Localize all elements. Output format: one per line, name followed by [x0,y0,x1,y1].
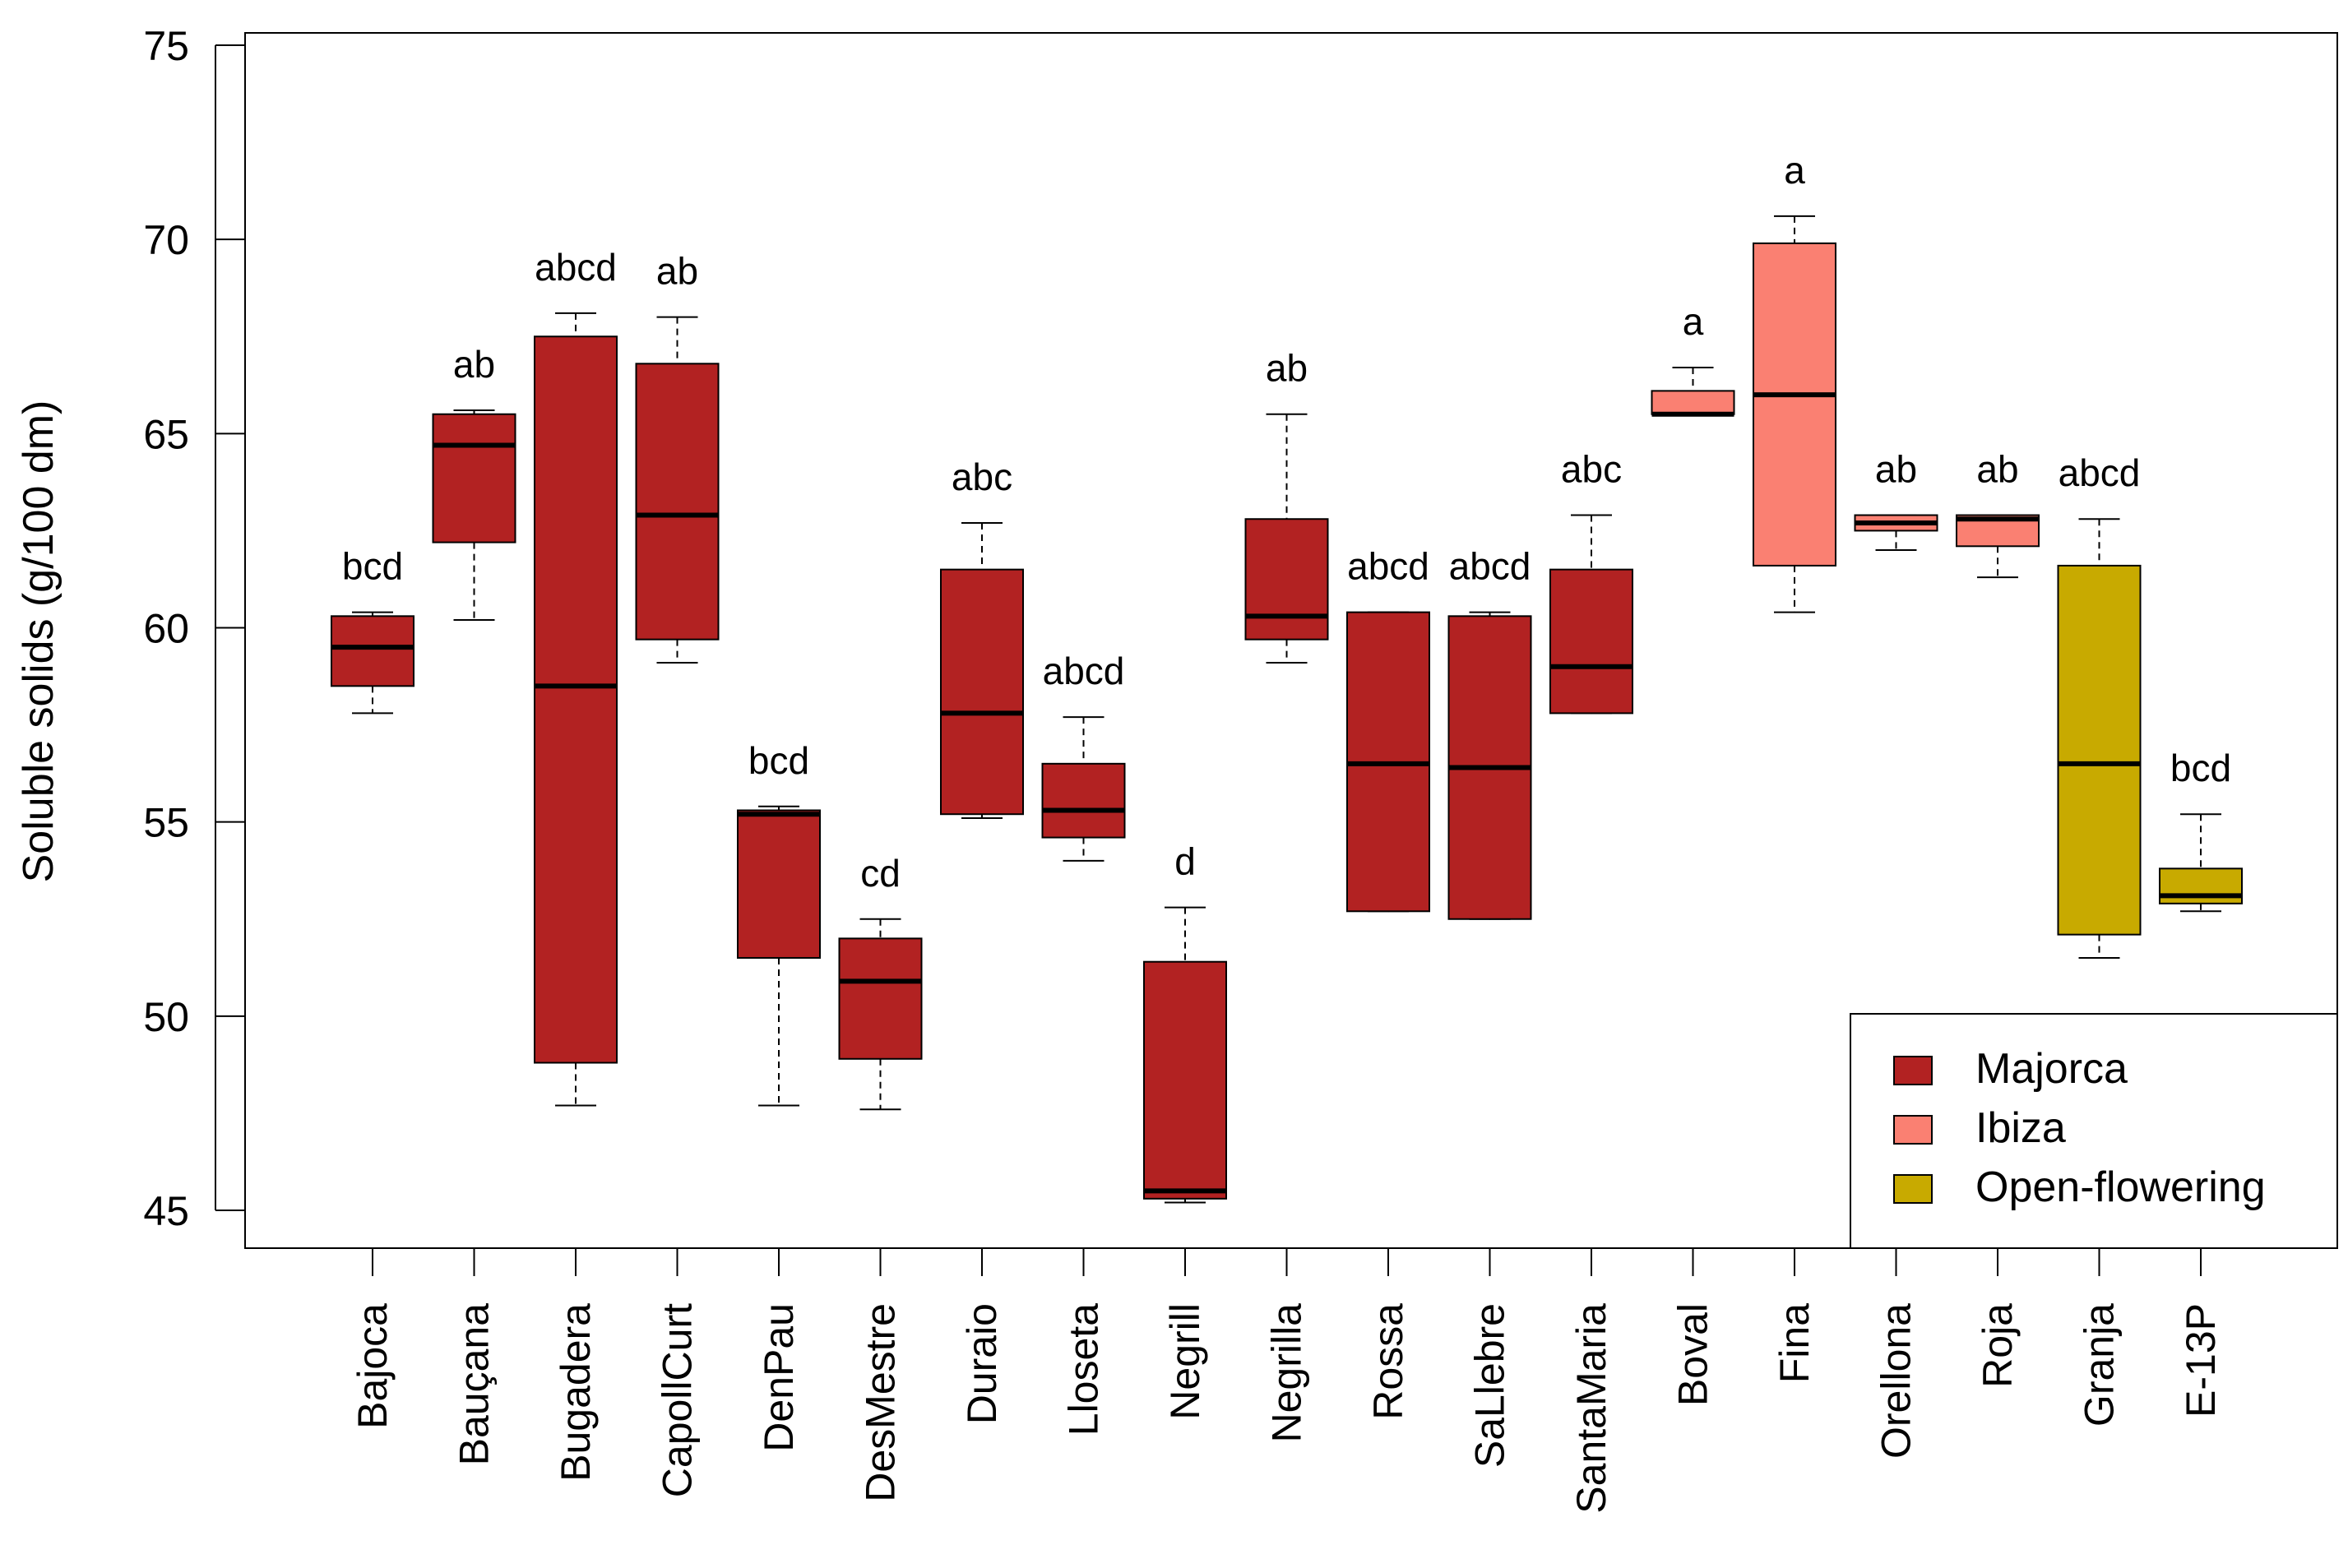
y-axis: 45 50 55 60 65 70 75 [143,23,245,1234]
significance-letter: ab [1976,448,2018,491]
box-lloseta [1041,716,1126,862]
box-fina [1753,215,1836,613]
box-rossa [1346,611,1430,913]
boxes-layer [331,215,2243,1204]
box-desmestre [838,918,923,1111]
significance-letter: a [1683,300,1704,343]
y-tick-label: 50 [143,994,189,1040]
x-tick-label: Bajoca [350,1303,396,1429]
box-roja [1956,514,2040,579]
iqr-box [1041,762,1126,839]
significance-letter: abc [952,456,1012,498]
box-e-13p [2159,813,2243,913]
iqr-box [1244,518,1329,641]
box-bajoca [331,611,414,715]
y-tick-label: 65 [143,411,189,457]
box-sallebre [1447,611,1532,920]
x-tick-label: SantaMaria [1568,1303,1614,1514]
y-tick-label: 55 [143,800,189,846]
significance-letter: a [1784,149,1805,192]
box-granja [2057,518,2142,959]
iqr-box [534,335,618,1064]
iqr-box [940,568,1024,816]
y-tick-label: 70 [143,217,189,263]
significance-letter: abcd [1347,545,1429,588]
x-tick-label: SaLlebre [1467,1303,1513,1468]
x-tick-label: DesMestre [858,1303,904,1502]
x-tick-label: Boval [1670,1303,1716,1406]
box-duraio [940,521,1024,819]
box-negrill [1143,906,1227,1204]
significance-letter: ab [1875,448,1917,491]
x-tick-label: Lloseta [1061,1303,1107,1436]
iqr-box [1753,242,1836,567]
y-tick-label: 60 [143,606,189,652]
box-negrilla [1244,413,1329,664]
x-tick-label: DenPau [756,1303,802,1452]
box-capollcurt [635,316,720,664]
legend: Majorca Ibiza Open-flowering [1850,1013,2338,1249]
significance-letter: abcd [1043,650,1125,692]
iqr-box [635,363,720,641]
x-axis: Bajoca Bauçana Bugadera CapollCurt DenPau Des… [350,1247,2224,1514]
iqr-box [838,937,923,1060]
x-tick-label: Roja [1975,1303,2021,1388]
significance-letter: ab [656,250,698,293]
x-tick-label: Granja [2077,1303,2123,1427]
x-tick-label: E-13P [2178,1303,2224,1418]
y-tick-label: 45 [143,1188,189,1234]
box-santamaria [1549,514,1633,715]
box-denpau [737,805,821,1107]
significance-letter: ab [1266,347,1308,390]
box-boval [1651,367,1735,417]
significance-letter: abcd [1449,545,1531,588]
box-orellona [1854,514,1938,552]
iqr-box [2057,564,2142,936]
significance-letter: ab [453,343,495,386]
significance-letter: d [1174,840,1196,883]
significance-letter: abc [1561,448,1622,491]
iqr-box [432,413,516,543]
significance-letter: abcd [2059,451,2141,494]
iqr-box [331,615,414,687]
legend-label: Ibiza [1975,1104,2066,1152]
x-tick-label: Rossa [1365,1303,1411,1420]
iqr-box [2159,867,2243,904]
legend-label: Majorca [1975,1045,2128,1093]
iqr-box [1549,568,1633,715]
x-tick-label: Fina [1771,1303,1818,1383]
legend-swatch [1893,1174,1933,1204]
x-tick-label: Duraio [959,1303,1005,1424]
significance-letter: bcd [342,545,403,588]
significance-letter: abcd [535,246,617,289]
significance-letter: bcd [2170,747,2231,789]
legend-swatch [1893,1056,1933,1085]
iqr-box [737,809,821,959]
iqr-box [1143,960,1227,1200]
x-tick-label: Negrilla [1264,1303,1310,1443]
x-tick-label: CapollCurt [655,1303,701,1497]
significance-letter: cd [860,852,901,895]
y-tick-label: 75 [143,23,189,69]
x-tick-label: Bauçana [452,1303,498,1466]
box-bugadera [534,312,618,1107]
y-axis-title: Soluble solids (g/100 dm) [15,400,63,883]
significance-letter: bcd [748,739,809,782]
x-tick-label: Bugadera [553,1303,599,1482]
legend-label: Open-flowering [1975,1163,2266,1211]
box-bau-ana [432,409,516,622]
x-tick-label: Negrill [1162,1303,1208,1420]
iqr-box [1651,390,1735,415]
x-tick-label: Orellona [1873,1303,1920,1459]
legend-swatch [1893,1115,1933,1145]
